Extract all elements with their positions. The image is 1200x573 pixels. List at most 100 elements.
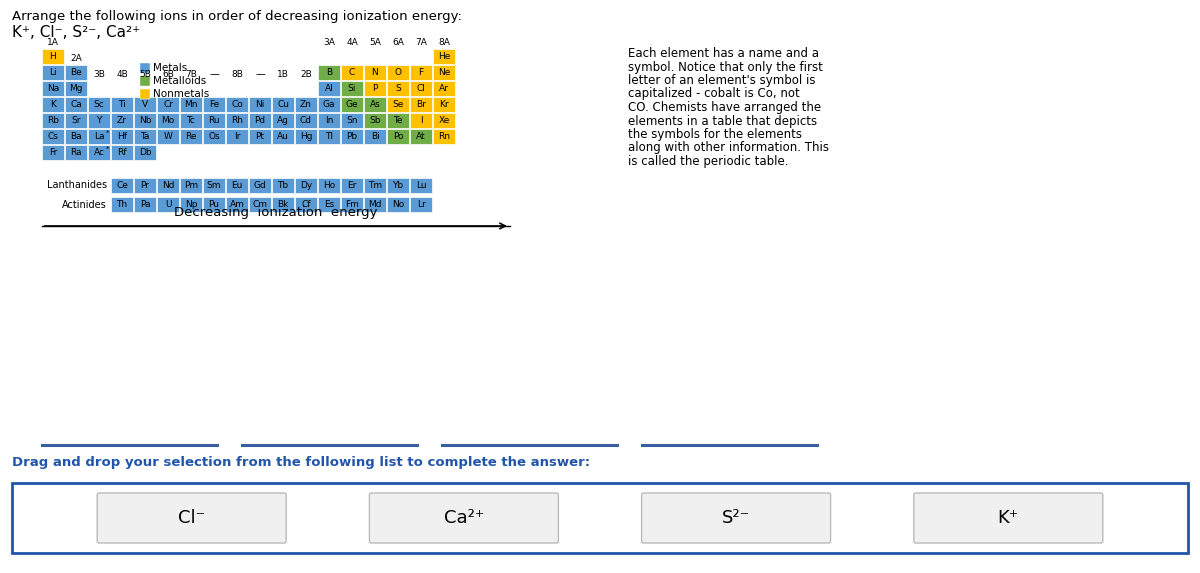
FancyBboxPatch shape [318, 65, 340, 80]
FancyBboxPatch shape [65, 81, 88, 96]
Text: Cd: Cd [300, 116, 312, 125]
FancyBboxPatch shape [180, 113, 202, 128]
FancyBboxPatch shape [157, 197, 179, 212]
FancyBboxPatch shape [112, 197, 133, 212]
FancyBboxPatch shape [203, 97, 226, 112]
Text: Ac: Ac [94, 148, 104, 157]
Text: Ca²⁺: Ca²⁺ [444, 509, 484, 527]
Text: Re: Re [185, 132, 197, 141]
FancyBboxPatch shape [250, 178, 271, 193]
FancyBboxPatch shape [364, 97, 386, 112]
Text: K⁺: K⁺ [997, 509, 1019, 527]
Text: C: C [349, 68, 355, 77]
Text: Fr: Fr [49, 148, 58, 157]
Text: Np: Np [185, 200, 197, 209]
Text: Cf: Cf [301, 200, 311, 209]
FancyBboxPatch shape [42, 145, 64, 160]
Text: Be: Be [70, 68, 82, 77]
Text: Metalloids: Metalloids [154, 76, 206, 86]
FancyBboxPatch shape [370, 493, 558, 543]
FancyBboxPatch shape [318, 97, 340, 112]
Text: Yb: Yb [392, 181, 403, 190]
Text: Cm: Cm [252, 200, 268, 209]
FancyBboxPatch shape [180, 97, 202, 112]
Text: B: B [326, 68, 332, 77]
Text: 1A: 1A [47, 38, 59, 47]
Text: S: S [395, 84, 401, 93]
Text: Rh: Rh [230, 116, 242, 125]
Text: 6A: 6A [392, 38, 404, 47]
Text: Os: Os [208, 132, 220, 141]
FancyBboxPatch shape [112, 178, 133, 193]
Text: Xe: Xe [438, 116, 450, 125]
Text: Dy: Dy [300, 181, 312, 190]
Text: Th: Th [116, 200, 127, 209]
Text: the symbols for the elements: the symbols for the elements [628, 128, 802, 141]
FancyBboxPatch shape [386, 178, 409, 193]
Text: N: N [372, 68, 378, 77]
FancyBboxPatch shape [914, 493, 1103, 543]
Text: Hg: Hg [300, 132, 312, 141]
FancyBboxPatch shape [226, 178, 248, 193]
Text: 4B: 4B [116, 70, 128, 79]
Text: Te: Te [394, 116, 403, 125]
Text: Cr: Cr [163, 100, 173, 109]
Text: Ca: Ca [70, 100, 82, 109]
FancyBboxPatch shape [341, 97, 364, 112]
Text: Ar: Ar [439, 84, 449, 93]
Text: Ba: Ba [70, 132, 82, 141]
Text: K: K [50, 100, 56, 109]
FancyBboxPatch shape [12, 483, 1188, 553]
FancyBboxPatch shape [272, 113, 294, 128]
Text: Ga: Ga [323, 100, 335, 109]
FancyBboxPatch shape [341, 65, 364, 80]
FancyBboxPatch shape [341, 81, 364, 96]
Text: Pa: Pa [139, 200, 150, 209]
Text: Ir: Ir [234, 132, 240, 141]
Text: Tc: Tc [186, 116, 196, 125]
Text: letter of an element's symbol is: letter of an element's symbol is [628, 74, 816, 87]
FancyBboxPatch shape [140, 76, 150, 86]
Text: Y: Y [96, 116, 102, 125]
Text: Gd: Gd [253, 181, 266, 190]
Text: Ag: Ag [277, 116, 289, 125]
Text: *: * [106, 130, 109, 136]
FancyBboxPatch shape [250, 129, 271, 144]
Text: *: * [106, 146, 109, 152]
FancyBboxPatch shape [65, 65, 88, 80]
FancyBboxPatch shape [386, 65, 409, 80]
FancyBboxPatch shape [250, 197, 271, 212]
Text: 5A: 5A [370, 38, 380, 47]
FancyBboxPatch shape [157, 129, 179, 144]
FancyBboxPatch shape [364, 81, 386, 96]
Text: At: At [416, 132, 426, 141]
Text: Cl: Cl [416, 84, 426, 93]
FancyBboxPatch shape [42, 97, 64, 112]
Text: Decreasing  ionization  energy: Decreasing ionization energy [174, 206, 378, 219]
FancyBboxPatch shape [364, 65, 386, 80]
FancyBboxPatch shape [272, 129, 294, 144]
Text: Bk: Bk [277, 200, 289, 209]
FancyBboxPatch shape [134, 129, 156, 144]
FancyBboxPatch shape [410, 97, 432, 112]
FancyBboxPatch shape [134, 145, 156, 160]
Text: Nonmetals: Nonmetals [154, 89, 209, 99]
Text: along with other information. This: along with other information. This [628, 142, 829, 155]
FancyBboxPatch shape [157, 97, 179, 112]
FancyBboxPatch shape [410, 197, 432, 212]
Text: Tb: Tb [277, 181, 288, 190]
Text: 8B: 8B [232, 70, 242, 79]
Text: Si: Si [348, 84, 356, 93]
FancyBboxPatch shape [364, 197, 386, 212]
Text: Am: Am [229, 200, 245, 209]
FancyBboxPatch shape [97, 493, 287, 543]
Text: 3A: 3A [323, 38, 335, 47]
Text: 1B: 1B [277, 70, 289, 79]
Text: Ne: Ne [438, 68, 450, 77]
FancyBboxPatch shape [386, 113, 409, 128]
FancyBboxPatch shape [203, 129, 226, 144]
FancyBboxPatch shape [42, 113, 64, 128]
Text: Mo: Mo [161, 116, 175, 125]
Text: Sn: Sn [347, 116, 358, 125]
FancyBboxPatch shape [295, 197, 317, 212]
